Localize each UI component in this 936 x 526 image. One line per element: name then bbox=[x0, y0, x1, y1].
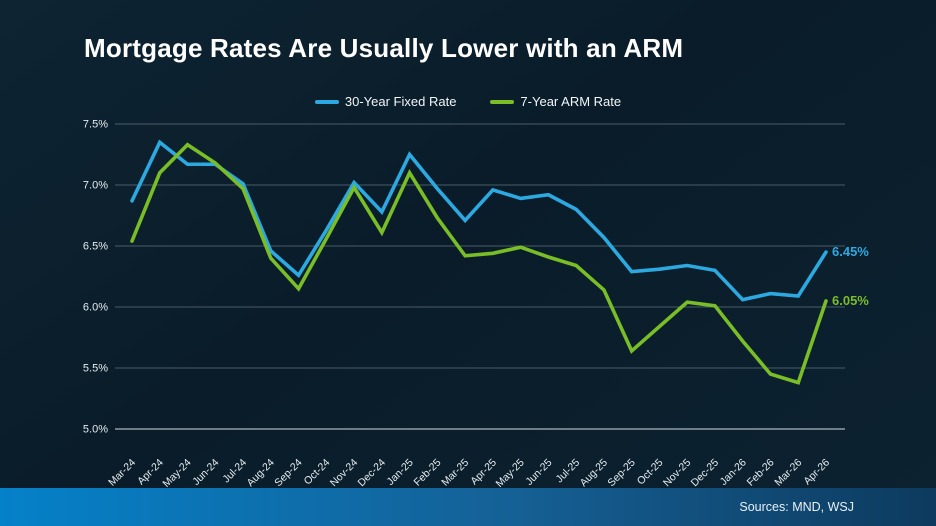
chart-area: 7.5% 7.0% 6.5% 6.0% 5.5% 5.0% Mar-24 Apr-24 May-… bbox=[83, 119, 845, 490]
x-axis-tick-label: Nov-24 bbox=[328, 457, 361, 490]
fixed-rate-line bbox=[130, 139, 828, 302]
x-axis-tick-label: Dec-24 bbox=[356, 457, 389, 490]
fixed-rate-end-value: 6.45% bbox=[832, 244, 869, 260]
x-axis-tick-label: Dec-25 bbox=[689, 457, 722, 490]
x-axis-tick-label: May-25 bbox=[494, 457, 527, 490]
legend-item-fixed-rate: 30-Year Fixed Rate bbox=[314, 94, 457, 109]
x-axis-tick-label: Jan-25 bbox=[385, 457, 416, 488]
x-axis-tick-label: Oct-24 bbox=[302, 457, 333, 488]
y-axis-tick-label: 6.5% bbox=[83, 241, 108, 253]
x-axis-tick-label: Sep-24 bbox=[272, 457, 305, 490]
x-axis-tick-label: Feb-26 bbox=[745, 457, 777, 489]
arm-rate-end-value: 6.05% bbox=[832, 292, 869, 308]
chart-legend: 30-Year Fixed Rate 7-Year ARM Rate bbox=[0, 94, 936, 109]
x-axis-tick-label: Sep-25 bbox=[605, 457, 638, 490]
x-axis-tick-label: Mar-24 bbox=[106, 457, 138, 489]
x-axis-tick-label: Nov-25 bbox=[661, 457, 694, 490]
x-axis-tick-label: Jun-24 bbox=[190, 457, 221, 488]
y-axis-tick-label: 7.5% bbox=[83, 119, 108, 131]
x-axis-tick-label: Mar-26 bbox=[772, 457, 804, 489]
arm-rate-line-swatch bbox=[490, 99, 515, 104]
y-axis-tick-label: 5.5% bbox=[83, 363, 108, 375]
y-axis-tick-label: 7.0% bbox=[83, 180, 108, 192]
x-axis-tick-label: May-24 bbox=[160, 457, 193, 490]
page-title: Mortgage Rates Are Usually Lower with an… bbox=[84, 33, 684, 63]
x-axis-tick-label: Aug-24 bbox=[244, 457, 277, 490]
rates-chart: 7.5%7.0%6.5%6.0%5.5%5.0%Mar-24Apr-24May-… bbox=[83, 119, 845, 490]
legend-item-arm-rate: 7-Year ARM Rate bbox=[490, 94, 621, 109]
x-axis-tick-label: Jun-25 bbox=[523, 457, 554, 488]
footer-bar: Sources: MND, WSJ bbox=[0, 488, 936, 526]
y-axis-tick-label: 5.0% bbox=[83, 424, 108, 436]
y-axis-tick-label: 6.0% bbox=[83, 302, 108, 314]
x-axis-tick-label: Oct-25 bbox=[635, 457, 666, 488]
arm-rate-line bbox=[130, 142, 828, 385]
x-axis-tick-label: Apr-26 bbox=[801, 457, 832, 488]
x-axis-tick-label: Jan-26 bbox=[718, 457, 749, 488]
sources-text: Sources: MND, WSJ bbox=[739, 500, 854, 514]
x-axis-tick-label: Aug-25 bbox=[578, 457, 611, 490]
legend-label-arm-rate: 7-Year ARM Rate bbox=[520, 94, 622, 109]
legend-label-fixed-rate: 30-Year Fixed Rate bbox=[344, 94, 457, 109]
x-axis-tick-label: Feb-25 bbox=[411, 457, 443, 489]
fixed-rate-line-swatch bbox=[314, 99, 339, 104]
x-axis-tick-label: Mar-25 bbox=[439, 457, 471, 489]
